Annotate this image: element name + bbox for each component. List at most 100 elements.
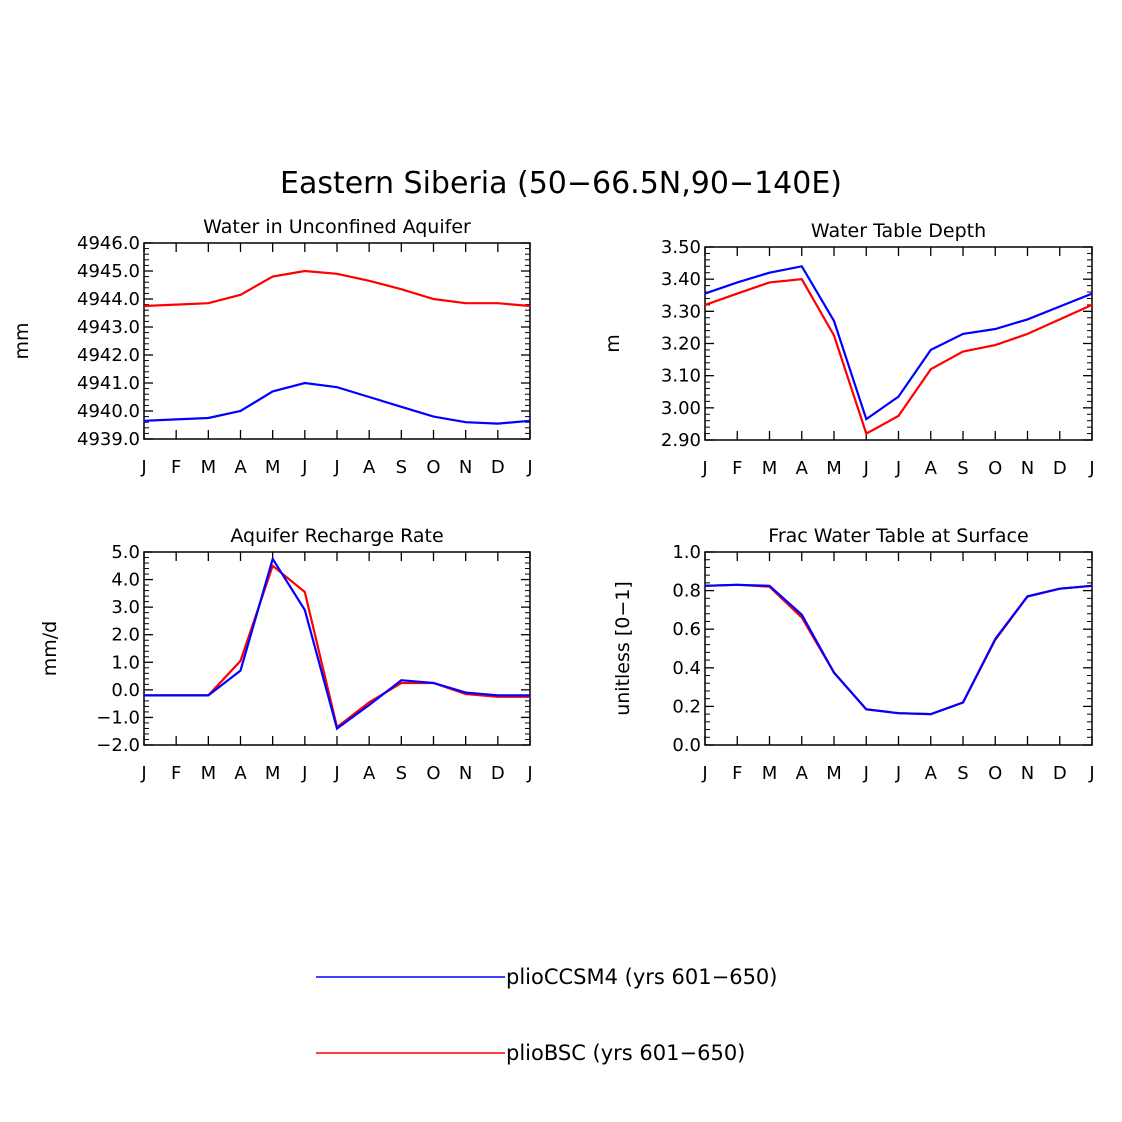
y-tick-label: 3.20 — [661, 334, 701, 355]
x-tick-label: N — [459, 457, 472, 478]
x-tick-label: J — [301, 763, 307, 784]
y-tick-label: 3.40 — [661, 269, 701, 290]
x-tick-label: F — [171, 457, 181, 478]
panel-title: Water in Unconfined Aquifer — [203, 216, 471, 238]
y-tick-label: −2.0 — [96, 735, 140, 756]
y-tick-label: 0.4 — [672, 658, 701, 679]
y-tick-label: 0.0 — [672, 735, 701, 756]
series-line-plioBSC — [704, 278, 1093, 436]
x-tick-label: M — [826, 763, 842, 784]
x-tick-label: N — [1021, 458, 1034, 479]
x-tick-label: J — [701, 458, 707, 479]
y-tick-label: 1.0 — [672, 542, 701, 563]
x-tick-label: A — [925, 458, 938, 479]
legend: plioCCSM4 (yrs 601−650) plioBSC (yrs 601−… — [316, 965, 777, 1065]
x-tick-label: D — [491, 763, 505, 784]
y-tick-label: 4.0 — [111, 570, 140, 591]
x-tick-label: J — [301, 457, 307, 478]
x-tick-label: J — [863, 763, 869, 784]
x-tick-label: J — [895, 458, 901, 479]
x-tick-label: A — [925, 763, 938, 784]
x-tick-label: F — [171, 763, 181, 784]
panel-title: Aquifer Recharge Rate — [230, 525, 443, 547]
x-tick-label: J — [1088, 458, 1094, 479]
y-tick-label: 2.90 — [661, 430, 701, 451]
plot-frame — [704, 551, 1093, 746]
series-line-plioCCSM4 — [704, 265, 1093, 421]
x-tick-label: F — [732, 458, 742, 479]
panel-title: Water Table Depth — [811, 220, 986, 242]
panel-3: Aquifer Recharge Rate −2.0 −1.0 0.0 1.0 2.0 3.… — [39, 525, 533, 784]
y-tick-label: 0.2 — [672, 696, 701, 717]
panel-2: Water Table Depth 2.90 3.00 3.10 3.20 3.30 3.4… — [602, 220, 1095, 479]
x-tick-label: D — [1053, 458, 1067, 479]
panels: Water in Unconfined Aquifer 4939.0 4940.0 4… — [11, 216, 1095, 784]
x-tick-label: M — [265, 763, 281, 784]
x-tick-label: A — [796, 458, 809, 479]
x-tick-label: J — [1088, 763, 1094, 784]
x-tick-label: S — [957, 458, 968, 479]
x-tick-label: J — [701, 763, 707, 784]
x-tick-label: A — [234, 763, 247, 784]
x-tick-label: J — [333, 457, 339, 478]
y-tick-label: 5.0 — [111, 542, 140, 563]
series-line-plioBSC — [144, 563, 530, 730]
plot-frame — [143, 551, 531, 746]
x-tick-label: J — [895, 763, 901, 784]
plot-frame — [704, 246, 1093, 441]
x-tick-label: M — [762, 763, 778, 784]
x-tick-label: F — [732, 763, 742, 784]
y-tick-label: 4945.0 — [77, 261, 140, 282]
y-tick-label: 4942.0 — [77, 345, 140, 366]
y-axis-label: unitless [0−1] — [612, 581, 634, 716]
x-tick-label: O — [426, 457, 440, 478]
y-axis-label: mm — [11, 322, 33, 359]
y-tick-label: 3.00 — [661, 398, 701, 419]
x-tick-label: M — [201, 457, 217, 478]
y-tick-label: 3.30 — [661, 301, 701, 322]
legend-label-plioCCSM4: plioCCSM4 (yrs 601−650) — [506, 965, 777, 989]
y-tick-label: 3.0 — [111, 597, 140, 618]
x-tick-label: S — [396, 763, 407, 784]
figure-title: Eastern Siberia (50−66.5N,90−140E) — [280, 166, 842, 201]
series-line-plioCCSM4 — [144, 556, 530, 731]
x-tick-label: M — [201, 763, 217, 784]
y-tick-label: 4939.0 — [77, 429, 140, 450]
series-line-plioBSC — [704, 583, 1093, 716]
y-tick-label: 0.0 — [111, 680, 140, 701]
x-tick-label: D — [1053, 763, 1067, 784]
y-tick-label: −1.0 — [96, 707, 140, 728]
x-tick-label: A — [363, 457, 376, 478]
y-tick-label: 4941.0 — [77, 373, 140, 394]
x-tick-label: J — [140, 457, 146, 478]
series-line-plioBSC — [143, 269, 531, 308]
x-tick-label: J — [526, 457, 532, 478]
x-tick-label: M — [826, 458, 842, 479]
x-tick-label: M — [762, 458, 778, 479]
series-line-plioCCSM4 — [704, 583, 1093, 716]
y-tick-label: 1.0 — [111, 652, 140, 673]
x-tick-label: A — [363, 763, 376, 784]
x-tick-label: J — [863, 458, 869, 479]
x-tick-label: A — [796, 763, 809, 784]
legend-label-plioBSC: plioBSC (yrs 601−650) — [506, 1041, 745, 1065]
x-tick-label: N — [1021, 763, 1034, 784]
x-tick-label: S — [396, 457, 407, 478]
x-tick-label: M — [265, 457, 281, 478]
y-tick-label: 0.6 — [672, 619, 701, 640]
y-axis-label: m — [602, 334, 624, 353]
y-tick-label: 4943.0 — [77, 317, 140, 338]
y-tick-label: 3.50 — [661, 237, 701, 258]
x-tick-label: O — [426, 763, 440, 784]
y-tick-label: 2.0 — [111, 625, 140, 646]
x-tick-label: A — [234, 457, 247, 478]
x-tick-label: O — [988, 763, 1002, 784]
panel-title: Frac Water Table at Surface — [768, 525, 1028, 547]
y-axis-label: mm/d — [39, 621, 61, 676]
x-tick-label: J — [333, 763, 339, 784]
x-tick-label: N — [459, 763, 472, 784]
y-tick-label: 3.10 — [661, 366, 701, 387]
x-tick-label: J — [526, 763, 532, 784]
x-tick-label: D — [491, 457, 505, 478]
